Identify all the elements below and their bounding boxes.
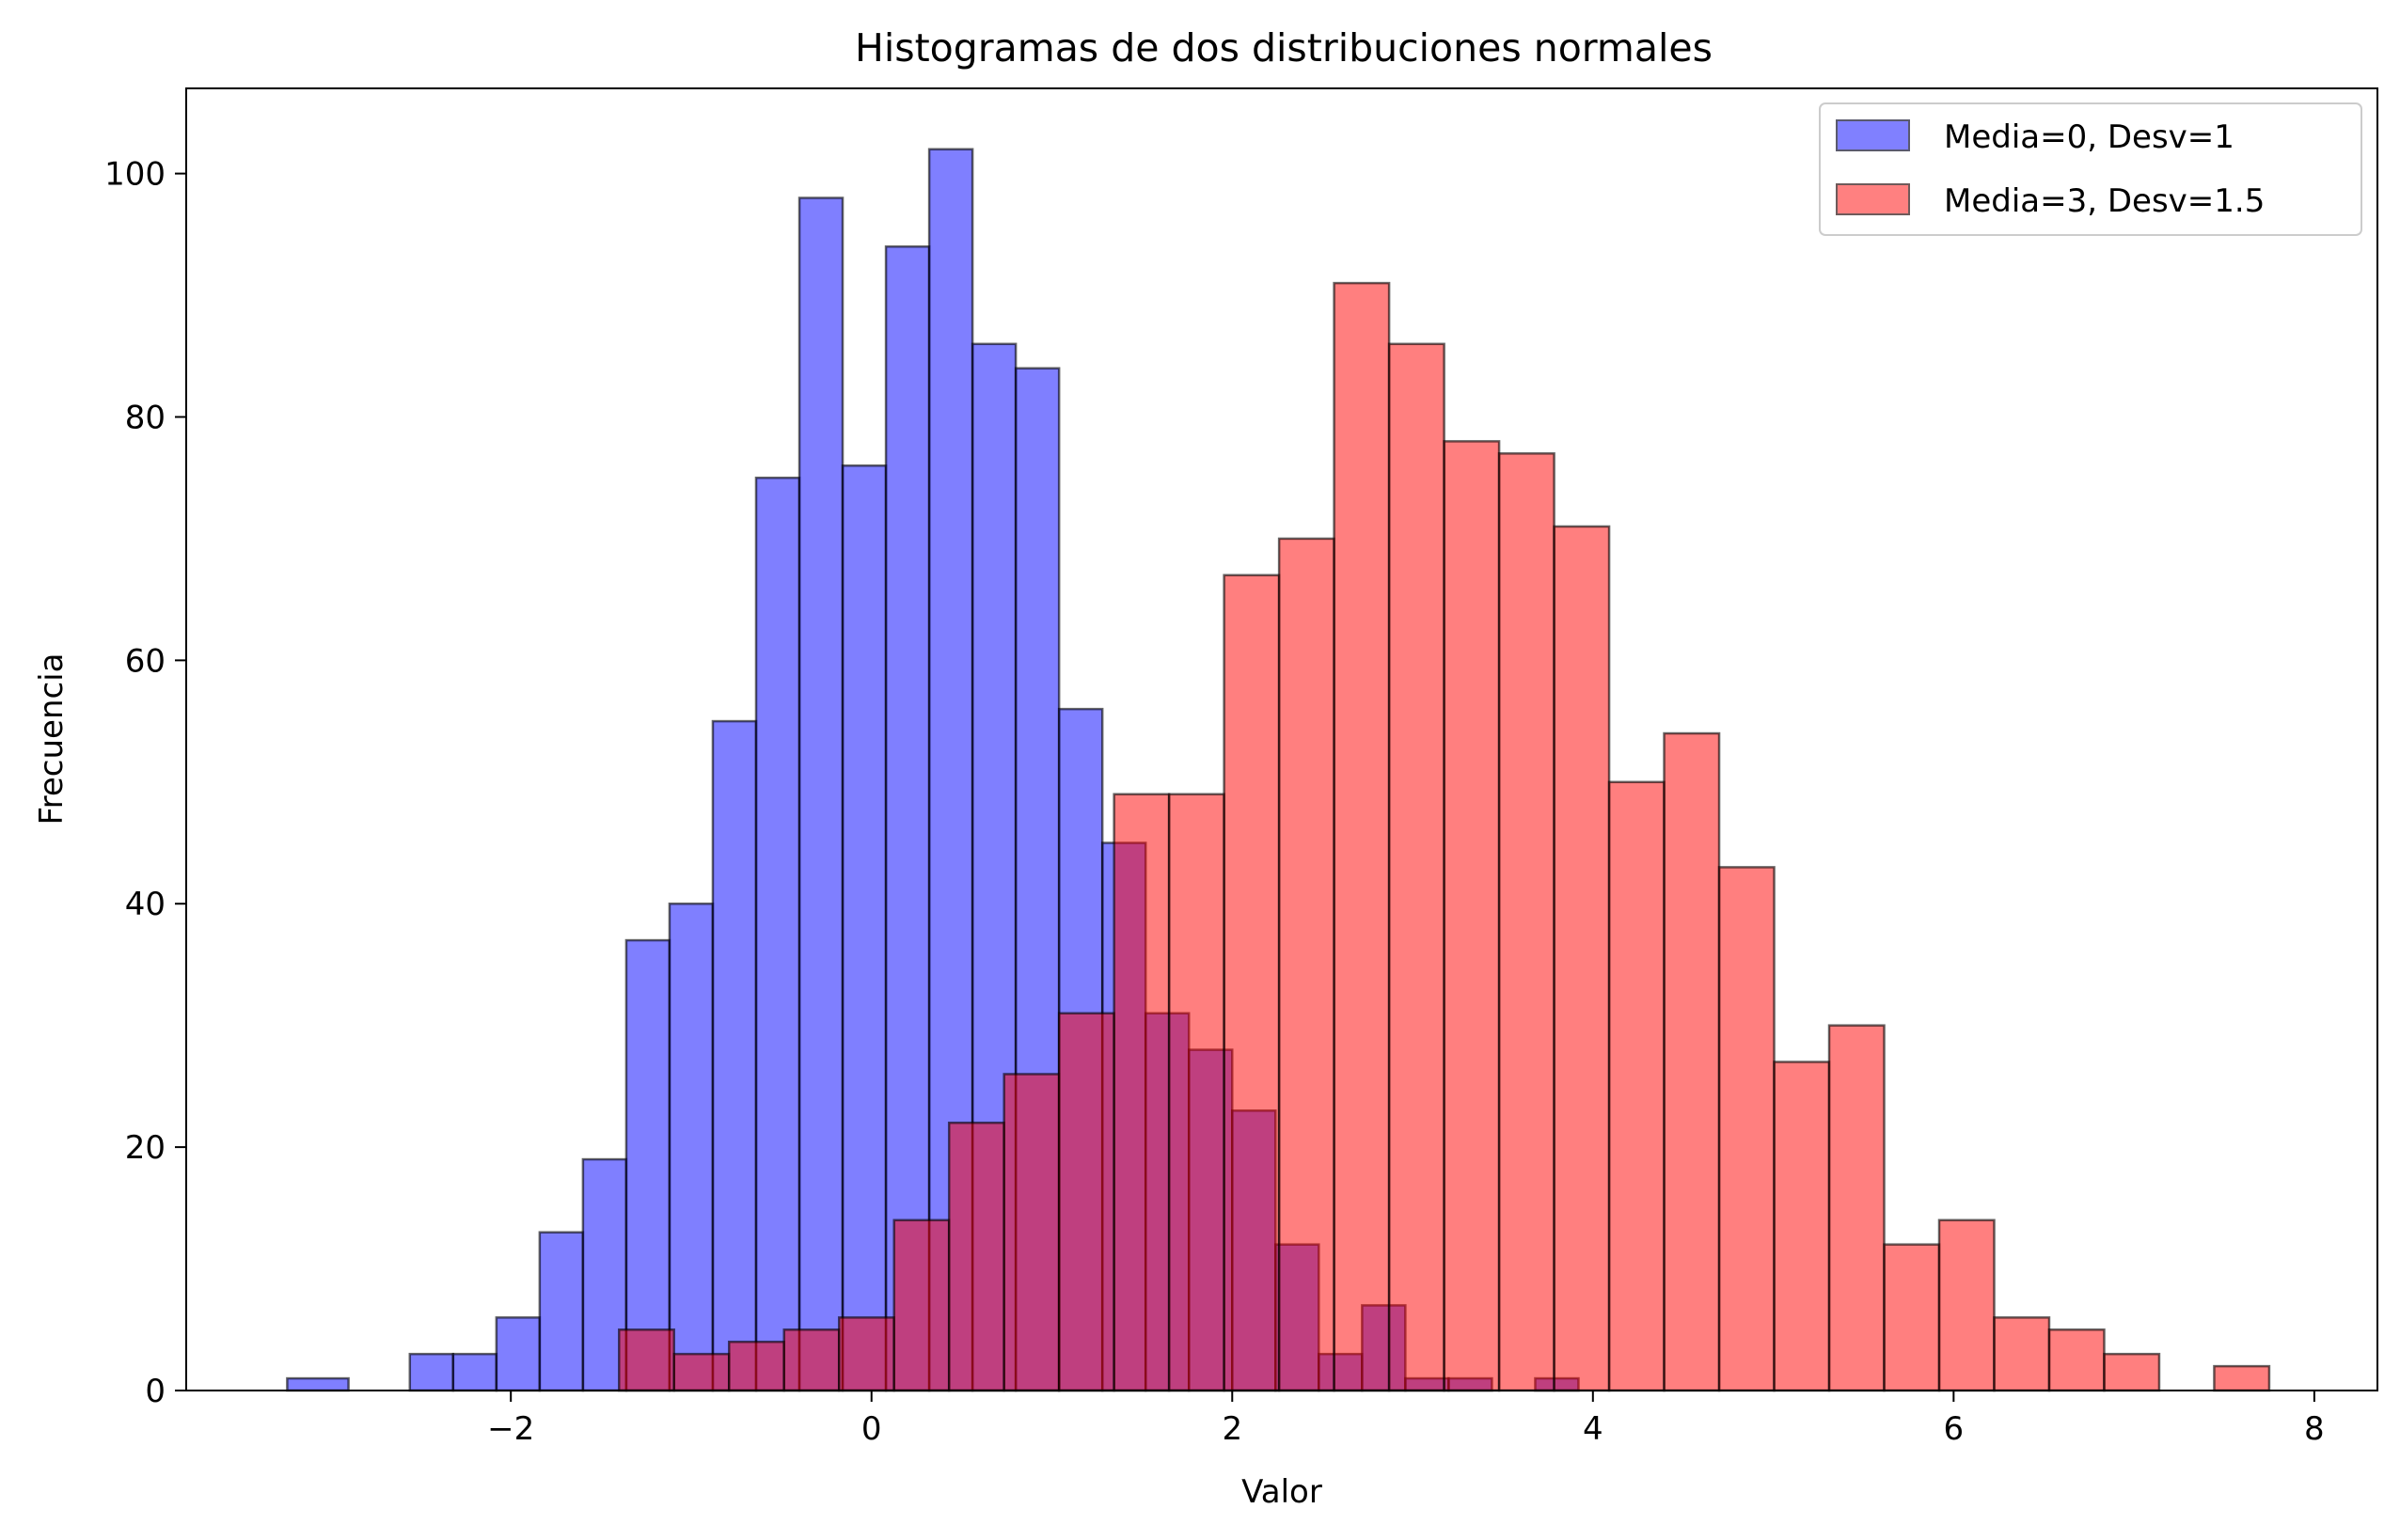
histogram-bar xyxy=(1607,780,1666,1392)
histogram-bar xyxy=(624,938,671,1392)
x-tick-label: 4 xyxy=(1583,1410,1603,1448)
y-tick-label: 40 xyxy=(125,886,166,923)
legend: Media=0, Desv=1 Media=3, Desv=1.5 xyxy=(1819,102,2362,236)
histogram-bar xyxy=(1333,281,1391,1392)
x-axis: −2 0 2 4 6 8 xyxy=(487,1391,2325,1448)
histogram-bar xyxy=(797,196,845,1392)
histogram-bar xyxy=(892,1218,951,1392)
histogram-bar xyxy=(286,1376,350,1392)
histogram-bar xyxy=(618,1328,675,1392)
histogram-bar xyxy=(1883,1243,1941,1392)
histogram-bar xyxy=(1717,866,1776,1392)
histogram-bar xyxy=(1773,1061,1831,1392)
histogram-bar xyxy=(1993,1316,2051,1392)
x-tick-label: 2 xyxy=(1222,1410,1242,1448)
plot-area xyxy=(286,148,2271,1392)
histogram-bar xyxy=(1277,537,1335,1392)
histogram-bar xyxy=(1937,1218,1996,1392)
y-axis-title: Frecuencia xyxy=(33,653,71,825)
y-tick-label: 100 xyxy=(104,156,166,194)
histogram-bar xyxy=(1443,440,1501,1392)
histogram-bar xyxy=(711,719,758,1392)
histogram-bar xyxy=(1113,793,1171,1392)
plot-frame xyxy=(185,87,2378,1391)
histogram-bar xyxy=(1003,1073,1061,1392)
y-tick-label: 20 xyxy=(125,1129,166,1167)
legend-swatch-series-1 xyxy=(1836,119,1910,151)
legend-label-series-2: Media=3, Desv=1.5 xyxy=(1944,182,2265,220)
histogram-bar xyxy=(754,476,801,1392)
legend-swatch-series-2 xyxy=(1836,183,1910,215)
histogram-bar xyxy=(2047,1328,2106,1392)
series-2 xyxy=(618,281,2271,1392)
x-tick-label: 0 xyxy=(861,1410,882,1448)
histogram-bar xyxy=(1223,574,1281,1392)
histogram-bar xyxy=(1663,731,1721,1392)
histogram-bar xyxy=(727,1340,785,1392)
histogram-bar xyxy=(668,902,715,1392)
histogram-bar xyxy=(782,1328,841,1392)
x-tick-label: 8 xyxy=(2304,1410,2325,1448)
histogram-bar xyxy=(1553,525,1611,1392)
histogram-bar xyxy=(1387,342,1445,1392)
histogram-bar xyxy=(837,1316,895,1392)
histogram-bar xyxy=(1497,452,1555,1392)
histogram-bar xyxy=(1827,1024,1886,1392)
y-tick-label: 80 xyxy=(125,399,166,436)
x-tick-label: 6 xyxy=(1944,1410,1965,1448)
legend-box xyxy=(1819,102,2362,236)
x-axis-title: Valor xyxy=(1241,1473,1322,1511)
histogram-bar xyxy=(947,1121,1005,1392)
histogram-bar xyxy=(495,1316,542,1392)
y-tick-label: 60 xyxy=(125,642,166,680)
legend-label-series-1: Media=0, Desv=1 xyxy=(1944,118,2234,156)
histogram-bar xyxy=(451,1352,498,1392)
histogram-bar xyxy=(672,1352,731,1392)
histogram-bar xyxy=(884,245,931,1392)
histogram-bar xyxy=(2213,1364,2271,1392)
chart-title: Histogramas de dos distribuciones normal… xyxy=(855,25,1713,71)
histogram-bar xyxy=(2103,1352,2161,1392)
histogram-bar xyxy=(1167,793,1225,1392)
histogram-bar xyxy=(408,1352,455,1392)
histogram-bar xyxy=(538,1231,585,1392)
y-axis: 0 20 40 60 80 100 xyxy=(104,156,186,1410)
x-tick-label: −2 xyxy=(487,1410,534,1448)
y-tick-label: 0 xyxy=(145,1373,166,1410)
histogram-bar xyxy=(841,464,888,1392)
histogram-bar xyxy=(1057,1012,1115,1392)
